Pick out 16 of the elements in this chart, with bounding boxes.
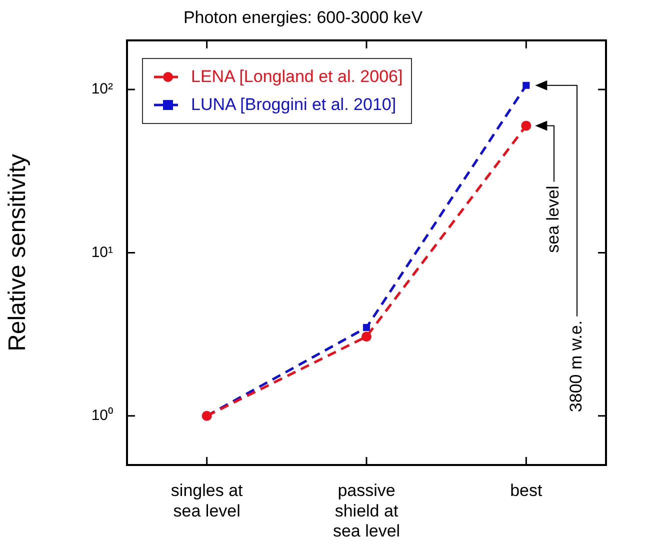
y-tick-label: 10² [91,80,113,98]
annotation: 3800 m w.e. [566,320,586,412]
point [362,332,372,342]
y-tick-label: 10¹ [91,244,113,261]
annotation: sea level [544,186,563,253]
point [362,324,370,332]
x-tick-label: singles at sea level [170,480,244,520]
point [521,120,532,131]
legend-label: LENA [Longland et al. 2006] [191,66,403,88]
y-axis-title: Relative sensitivity [4,154,32,352]
x-tick-label: best [510,480,543,500]
y-tick-label: 10⁰ [91,407,113,424]
x-tick-label: passive shield at sea level [332,480,400,541]
legend-label: LUNA [Broggini et al. 2010] [191,94,396,116]
point [522,82,530,89]
chart-title: Photon energies: 600-3000 keV [183,8,424,27]
